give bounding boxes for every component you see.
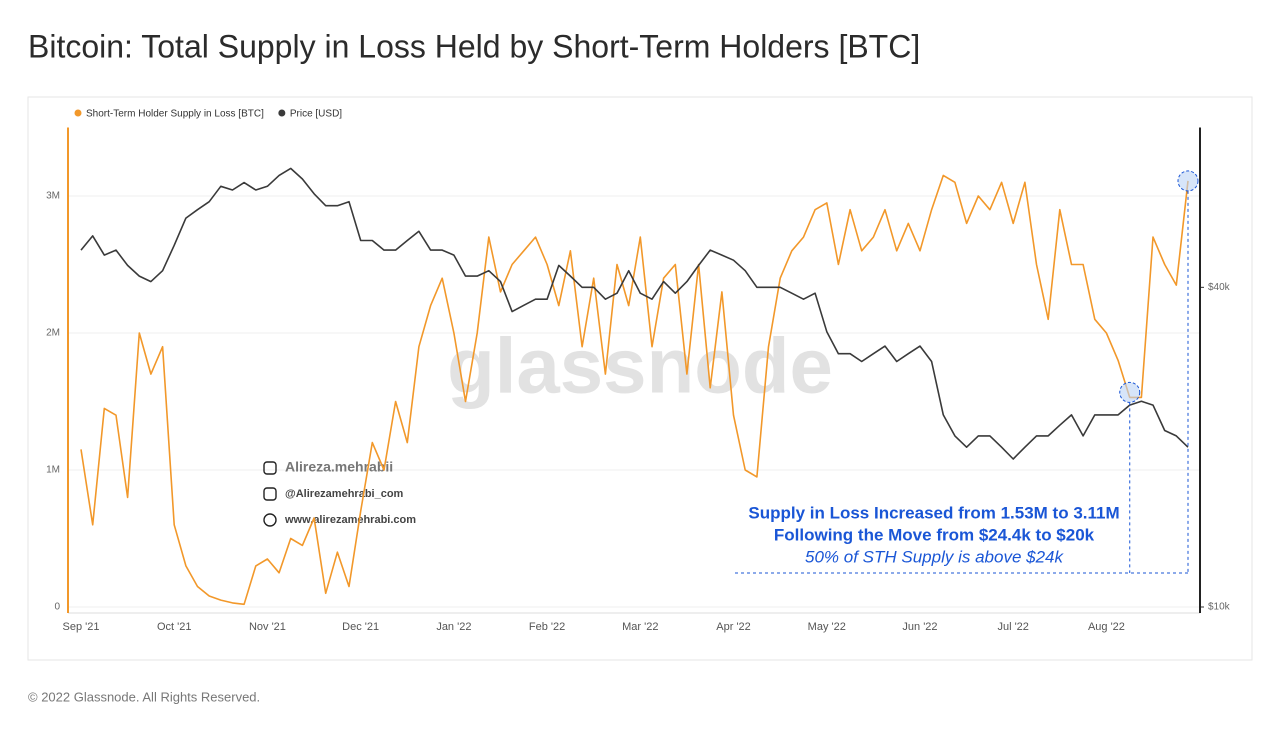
x-tick-label: Oct '21 (157, 621, 192, 633)
legend-swatch (74, 109, 82, 117)
series-line (80, 174, 1189, 606)
callout-circle (1177, 170, 1199, 192)
footer: © 2022 Glassnode. All Rights Reserved. (28, 689, 260, 704)
x-tick-label: May '22 (808, 621, 846, 633)
y-tick-label: 1M (46, 465, 60, 476)
series-line (80, 167, 1189, 460)
watermark-icon (263, 461, 277, 475)
y-tick-label: 3M (46, 191, 60, 202)
x-tick-label: Aug '22 (1088, 621, 1125, 633)
watermark-icon (263, 513, 277, 527)
x-tick-label: Apr '22 (716, 621, 751, 633)
x-tick-label: Sep '21 (63, 621, 100, 633)
legend-swatch (278, 109, 286, 117)
annotation: Following the Move from $24.4k to $20k (774, 525, 1095, 544)
y2-tick-label: $40k (1208, 282, 1231, 293)
annotation: Supply in Loss Increased from 1.53M to 3… (748, 503, 1119, 522)
watermark-icon (263, 487, 277, 501)
x-tick-label: Dec '21 (342, 621, 379, 633)
watermark-handle: Alireza.mehrabii (285, 459, 393, 475)
watermark-brand: glassnode (447, 322, 833, 410)
y2-tick-label: $10k (1208, 602, 1231, 613)
callout-circle (1119, 381, 1141, 403)
x-tick-label: Mar '22 (622, 621, 658, 633)
x-tick-label: Jul '22 (997, 621, 1028, 633)
annotation: 50% of STH Supply is above $24k (805, 547, 1064, 566)
x-tick-label: Jun '22 (902, 621, 937, 633)
chart-title: Bitcoin: Total Supply in Loss Held by Sh… (28, 28, 920, 64)
panel (27, 96, 1253, 661)
x-tick-label: Nov '21 (249, 621, 286, 633)
y-tick-label: 0 (54, 602, 60, 613)
legend-label: Short-Term Holder Supply in Loss [BTC] (86, 109, 264, 120)
watermark-handle: www.alirezamehrabi.com (284, 514, 416, 526)
x-tick-label: Jan '22 (436, 621, 471, 633)
x-tick-label: Feb '22 (529, 621, 565, 633)
legend-label: Price [USD] (290, 109, 342, 120)
y-tick-label: 2M (46, 328, 60, 339)
watermark-handle: @Alirezamehrabi_com (285, 488, 404, 500)
